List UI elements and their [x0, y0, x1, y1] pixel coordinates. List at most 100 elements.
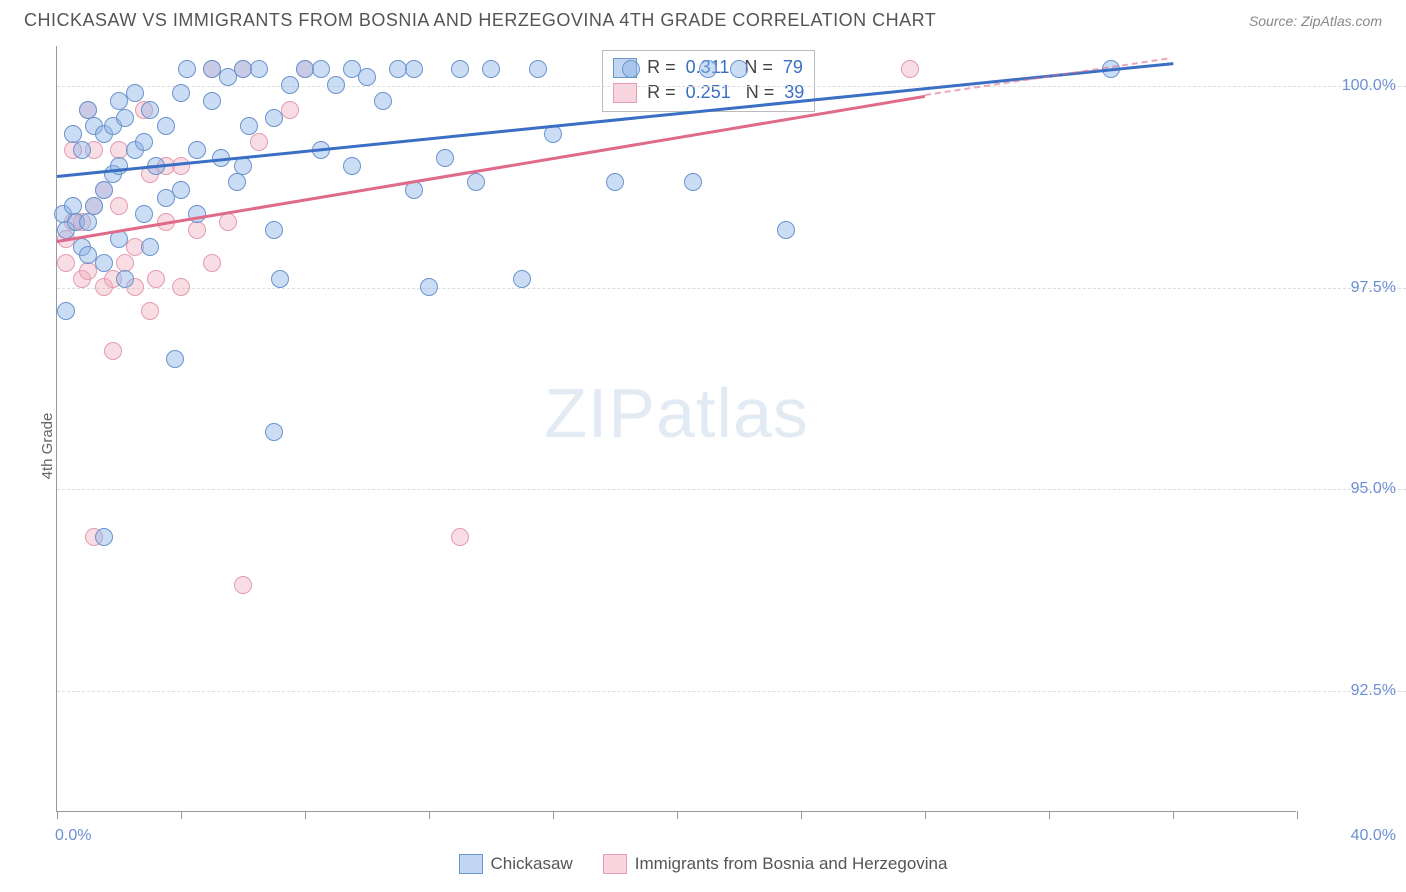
- gridline: [57, 86, 1406, 87]
- data-point: [64, 125, 82, 143]
- data-point: [327, 76, 345, 94]
- data-point: [281, 76, 299, 94]
- data-point: [901, 60, 919, 78]
- data-point: [343, 157, 361, 175]
- data-point: [116, 270, 134, 288]
- data-point: [482, 60, 500, 78]
- data-point: [234, 576, 252, 594]
- data-point: [684, 173, 702, 191]
- x-tick: [305, 811, 306, 819]
- data-point: [436, 149, 454, 167]
- data-point: [699, 60, 717, 78]
- data-point: [203, 254, 221, 272]
- data-point: [79, 213, 97, 231]
- legend-item: Immigrants from Bosnia and Herzegovina: [603, 854, 948, 874]
- y-tick-label: 100.0%: [1306, 77, 1396, 95]
- data-point: [104, 342, 122, 360]
- data-point: [178, 60, 196, 78]
- trend-line: [925, 58, 1167, 96]
- data-point: [777, 221, 795, 239]
- x-tick: [677, 811, 678, 819]
- watermark-atlas: atlas: [656, 374, 809, 452]
- x-tick: [1173, 811, 1174, 819]
- data-point: [172, 84, 190, 102]
- data-point: [358, 68, 376, 86]
- chart-plot-area: ZIPatlas R =0.311 N =79R =0.251 N =39 0.…: [56, 46, 1296, 812]
- x-tick: [925, 811, 926, 819]
- gridline: [57, 489, 1406, 490]
- y-tick-label: 95.0%: [1306, 480, 1396, 498]
- x-tick: [181, 811, 182, 819]
- data-point: [606, 173, 624, 191]
- data-point: [312, 60, 330, 78]
- stat-n-value: 79: [783, 57, 803, 78]
- data-point: [95, 254, 113, 272]
- gridline: [57, 288, 1406, 289]
- x-tick: [429, 811, 430, 819]
- data-point: [622, 60, 640, 78]
- data-point: [420, 278, 438, 296]
- data-point: [513, 270, 531, 288]
- watermark-zip: ZIP: [544, 374, 656, 452]
- data-point: [126, 84, 144, 102]
- data-point: [116, 109, 134, 127]
- x-tick: [801, 811, 802, 819]
- data-point: [57, 254, 75, 272]
- data-point: [240, 117, 258, 135]
- data-point: [141, 302, 159, 320]
- y-tick-label: 92.5%: [1306, 682, 1396, 700]
- bottom-legend: Chickasaw Immigrants from Bosnia and Herz…: [0, 854, 1406, 874]
- data-point: [172, 278, 190, 296]
- legend-label: Chickasaw: [491, 854, 573, 874]
- data-point: [203, 92, 221, 110]
- data-point: [730, 60, 748, 78]
- data-point: [219, 213, 237, 231]
- x-tick: [1297, 811, 1298, 819]
- data-point: [147, 270, 165, 288]
- data-point: [157, 117, 175, 135]
- x-tick: [553, 811, 554, 819]
- source-label: Source: ZipAtlas.com: [1249, 13, 1382, 29]
- gridline: [57, 691, 1406, 692]
- x-tick: [1049, 811, 1050, 819]
- data-point: [228, 173, 246, 191]
- watermark: ZIPatlas: [544, 373, 809, 453]
- stat-r-label: R =: [647, 57, 676, 78]
- data-point: [271, 270, 289, 288]
- data-point: [405, 60, 423, 78]
- data-point: [250, 133, 268, 151]
- data-point: [141, 101, 159, 119]
- data-point: [73, 141, 91, 159]
- stat-r-label: R =: [647, 82, 676, 103]
- data-point: [95, 528, 113, 546]
- y-tick-label: 97.5%: [1306, 279, 1396, 297]
- x-tick: [57, 811, 58, 819]
- data-point: [64, 197, 82, 215]
- legend-label: Immigrants from Bosnia and Herzegovina: [635, 854, 948, 874]
- data-point: [467, 173, 485, 191]
- data-point: [451, 60, 469, 78]
- data-point: [166, 350, 184, 368]
- data-point: [135, 205, 153, 223]
- y-axis-label: 4th Grade: [39, 413, 56, 480]
- data-point: [265, 109, 283, 127]
- data-point: [188, 221, 206, 239]
- data-point: [57, 302, 75, 320]
- data-point: [451, 528, 469, 546]
- legend-swatch: [603, 854, 627, 874]
- legend-swatch: [459, 854, 483, 874]
- x-max-label: 40.0%: [1351, 827, 1396, 845]
- data-point: [110, 197, 128, 215]
- data-point: [265, 221, 283, 239]
- data-point: [374, 92, 392, 110]
- chart-title: CHICKASAW VS IMMIGRANTS FROM BOSNIA AND …: [24, 10, 936, 31]
- data-point: [188, 141, 206, 159]
- data-point: [529, 60, 547, 78]
- data-point: [250, 60, 268, 78]
- x-min-label: 0.0%: [55, 827, 91, 845]
- stat-n-label: N =: [741, 82, 775, 103]
- data-point: [281, 101, 299, 119]
- stat-r-value: 0.251: [686, 82, 731, 103]
- legend-item: Chickasaw: [459, 854, 573, 874]
- data-point: [135, 133, 153, 151]
